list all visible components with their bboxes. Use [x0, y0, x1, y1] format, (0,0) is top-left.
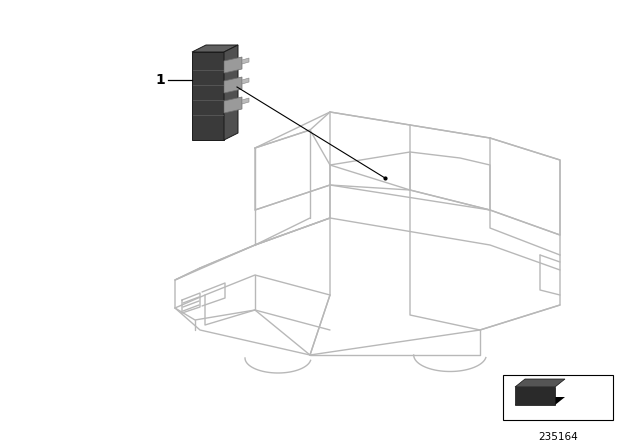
Polygon shape — [242, 78, 249, 84]
Polygon shape — [192, 52, 224, 140]
Polygon shape — [224, 77, 242, 93]
Polygon shape — [224, 45, 238, 140]
Polygon shape — [224, 57, 242, 73]
Polygon shape — [192, 45, 238, 52]
Polygon shape — [515, 379, 565, 387]
Polygon shape — [242, 98, 249, 104]
Polygon shape — [515, 397, 565, 405]
Text: 235164: 235164 — [538, 432, 578, 442]
Polygon shape — [242, 58, 249, 64]
Bar — [503, 375, 613, 420]
Text: 1: 1 — [155, 73, 165, 87]
Polygon shape — [515, 387, 555, 405]
Polygon shape — [224, 97, 242, 113]
